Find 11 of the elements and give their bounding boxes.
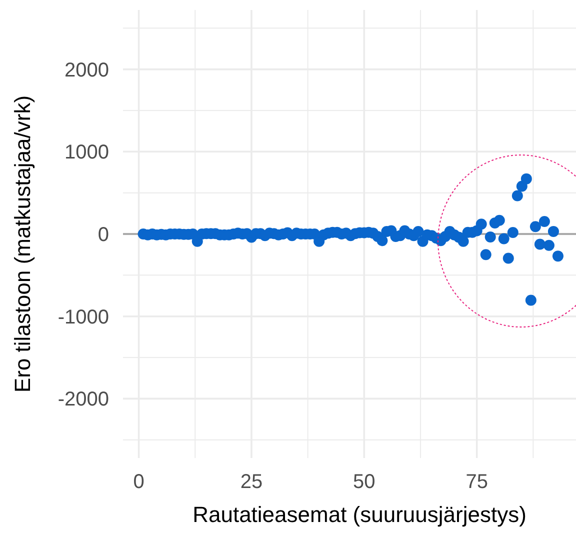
y-tick-label: 1000 (64, 142, 109, 164)
x-tick-label: 50 (353, 471, 376, 493)
x-tick-label: 75 (466, 471, 488, 493)
x-tick-label: 0 (133, 471, 144, 493)
x-tick-label: 25 (240, 471, 263, 493)
y-tick-label: -2000 (58, 388, 109, 411)
y-axis-title: Ero tilastoon (matkustajaa/vrk) (10, 95, 35, 393)
y-tick-label: 0 (98, 224, 109, 246)
y-tick-label: 2000 (64, 59, 109, 82)
x-axis-title: Rautatieasemat (suuruusjärjestys) (192, 502, 526, 527)
y-tick-label: -1000 (58, 306, 109, 328)
